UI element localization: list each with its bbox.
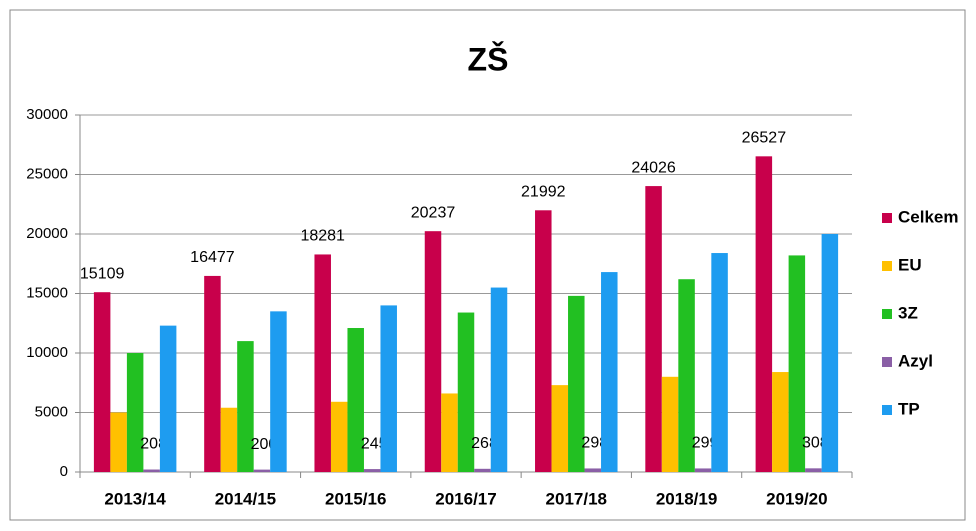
- x-tick-label: 2014/15: [215, 489, 276, 508]
- x-tick-label: 2017/18: [546, 489, 607, 508]
- y-tick-label: 30000: [26, 106, 68, 123]
- bar: [694, 468, 712, 472]
- y-tick-label: 20000: [26, 225, 68, 242]
- bar: [237, 341, 254, 472]
- bar: [535, 210, 552, 472]
- legend-label: EU: [898, 255, 922, 274]
- bar: [788, 255, 806, 472]
- y-tick-label: 25000: [26, 165, 68, 182]
- bar: [584, 468, 602, 472]
- bar: [772, 372, 789, 472]
- y-tick-label: 10000: [26, 344, 68, 361]
- bar: [253, 469, 271, 472]
- x-tick-label: 2019/20: [766, 489, 827, 508]
- bar: [93, 292, 111, 472]
- data-label: 21992: [521, 184, 566, 201]
- legend-label: 3Z: [898, 303, 918, 322]
- data-label: 15109: [80, 265, 125, 282]
- legend-label: Azyl: [898, 351, 933, 370]
- bar: [380, 305, 397, 472]
- bar: [159, 325, 177, 472]
- bar: [220, 407, 238, 472]
- bar: [143, 469, 160, 472]
- bar: [568, 295, 585, 472]
- bar: [711, 253, 728, 472]
- bar: [661, 376, 679, 472]
- y-tick-label: 15000: [26, 284, 68, 301]
- data-label: 24026: [631, 159, 676, 176]
- bar: [457, 312, 475, 472]
- bar: [204, 275, 221, 472]
- bar: [601, 272, 618, 472]
- legend-swatch: [882, 309, 892, 319]
- data-label: 16477: [190, 249, 235, 266]
- bar: [678, 279, 695, 472]
- y-tick-label: 0: [60, 463, 68, 480]
- legend-swatch: [882, 213, 892, 223]
- data-label: 18281: [300, 228, 345, 245]
- x-tick-label: 2015/16: [325, 489, 386, 508]
- chart-title: ZŠ: [468, 41, 509, 77]
- bar: [755, 156, 773, 472]
- bar: [126, 353, 144, 472]
- bar: [424, 231, 442, 472]
- bar: [490, 287, 508, 472]
- bar: [270, 311, 287, 472]
- legend-label: TP: [898, 399, 920, 418]
- legend-swatch: [882, 261, 892, 271]
- bar: [805, 468, 822, 472]
- bar: [645, 186, 662, 472]
- legend-swatch: [882, 405, 892, 415]
- bar: [314, 254, 331, 472]
- bar: [330, 401, 348, 472]
- data-label: 26527: [742, 130, 787, 147]
- x-tick-label: 2013/14: [104, 489, 166, 508]
- data-label: 20237: [411, 204, 456, 221]
- bar: [551, 385, 569, 472]
- bar: [363, 469, 381, 472]
- bar: [474, 468, 491, 472]
- x-tick-label: 2018/19: [656, 489, 717, 508]
- legend-swatch: [882, 357, 892, 367]
- y-tick-label: 5000: [35, 403, 68, 420]
- x-tick-label: 2016/17: [435, 489, 496, 508]
- bar: [821, 234, 839, 472]
- bar: [110, 412, 127, 472]
- bar: [347, 328, 364, 472]
- bar: [441, 393, 458, 472]
- legend-label: Celkem: [898, 207, 958, 226]
